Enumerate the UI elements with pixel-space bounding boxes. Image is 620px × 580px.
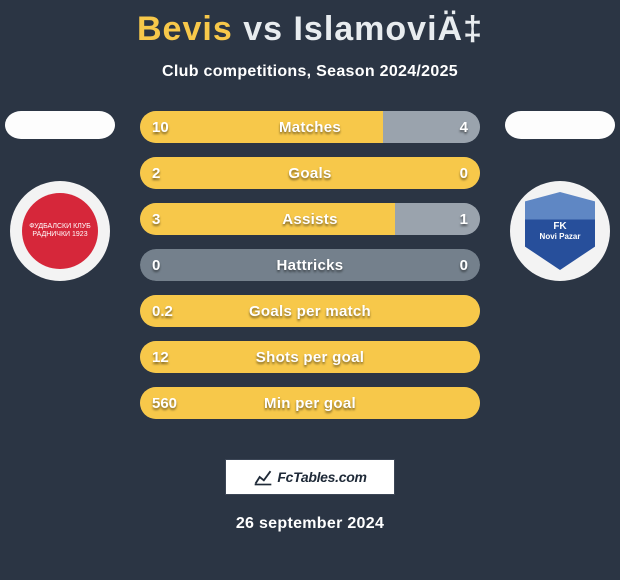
footer-date: 26 september 2024 xyxy=(0,515,620,533)
stat-bar-value-left: 3 xyxy=(152,203,160,235)
stat-bar-value-left: 560 xyxy=(152,387,177,419)
club-left-badge: ФУДБАЛСКИ КЛУБ РАДНИЧКИ 1923 xyxy=(22,193,98,269)
stat-bar-row: Shots per goal12 xyxy=(140,341,480,373)
stat-bar-row: Goals per match0.2 xyxy=(140,295,480,327)
stat-bar-row: Goals2 0 xyxy=(140,157,480,189)
stat-bar-value-right: 1 xyxy=(460,203,468,235)
page-title: Bevis vs IslamoviÄ‡ xyxy=(0,0,620,49)
club-right-badge-line2: Novi Pazar xyxy=(540,232,581,241)
club-left-logo: ФУДБАЛСКИ КЛУБ РАДНИЧКИ 1923 xyxy=(10,181,110,281)
stat-bar-label: Hattricks xyxy=(140,249,480,281)
footer-brand: FcTables.com xyxy=(225,459,395,495)
club-left-badge-text: ФУДБАЛСКИ КЛУБ РАДНИЧКИ 1923 xyxy=(22,223,98,238)
footer-brand-text: FcTables.com xyxy=(277,469,366,485)
stat-bar-label: Min per goal xyxy=(140,387,480,419)
stat-bar-row: Matches10 4 xyxy=(140,111,480,143)
stat-bar-value-left: 0 xyxy=(152,249,160,281)
stat-bar-value-left: 10 xyxy=(152,111,169,143)
stat-bar-value-right: 4 xyxy=(460,111,468,143)
stat-bars: Matches104Goals20Assists31Hattricks00Goa… xyxy=(140,111,480,433)
club-right: FK Novi Pazar xyxy=(500,111,620,281)
stat-bar-label: Goals per match xyxy=(140,295,480,327)
stat-bar-value-right: 0 xyxy=(460,249,468,281)
club-left: ФУДБАЛСКИ КЛУБ РАДНИЧКИ 1923 xyxy=(0,111,120,281)
stat-bar-value-right: 0 xyxy=(460,157,468,189)
title-player2: IslamoviÄ‡ xyxy=(293,10,483,48)
stat-bar-row: Assists3 1 xyxy=(140,203,480,235)
subtitle: Club competitions, Season 2024/2025 xyxy=(0,63,620,81)
title-player1: Bevis xyxy=(137,10,233,48)
stat-bar-row: Min per goal560 xyxy=(140,387,480,419)
stat-bar-label: Goals xyxy=(140,157,480,189)
stat-bar-value-left: 2 xyxy=(152,157,160,189)
club-right-capsule xyxy=(505,111,615,139)
club-right-badge-line1: FK xyxy=(553,221,566,232)
stat-bar-row: Hattricks0 0 xyxy=(140,249,480,281)
club-right-logo: FK Novi Pazar xyxy=(510,181,610,281)
stats-stage: ФУДБАЛСКИ КЛУБ РАДНИЧКИ 1923 FK Novi Paz… xyxy=(0,111,620,441)
club-left-capsule xyxy=(5,111,115,139)
club-right-badge: FK Novi Pazar xyxy=(525,192,595,270)
stat-bar-value-left: 12 xyxy=(152,341,169,373)
title-vs: vs xyxy=(243,10,283,48)
chart-icon xyxy=(253,467,273,487)
stat-bar-label: Matches xyxy=(140,111,480,143)
stat-bar-label: Shots per goal xyxy=(140,341,480,373)
stat-bar-value-left: 0.2 xyxy=(152,295,173,327)
stat-bar-label: Assists xyxy=(140,203,480,235)
